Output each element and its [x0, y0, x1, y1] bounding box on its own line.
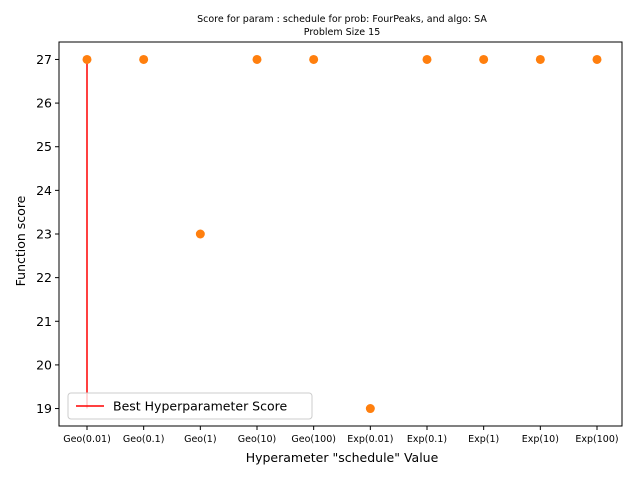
data-point — [479, 54, 489, 64]
x-tick-label: Exp(100) — [575, 434, 618, 445]
x-tick-label: Geo(10) — [238, 434, 277, 445]
legend-best-label: Best Hyperparameter Score — [113, 399, 287, 414]
y-tick-label: 25 — [36, 139, 52, 154]
data-point — [535, 54, 545, 64]
data-point — [422, 54, 432, 64]
x-tick-label: Exp(10) — [522, 434, 559, 445]
data-point — [365, 404, 375, 414]
plot-frame — [58, 41, 623, 427]
y-tick-label: 22 — [36, 270, 52, 285]
data-point — [139, 54, 149, 64]
y-tick-label: 21 — [36, 314, 52, 329]
y-tick-label: 23 — [36, 227, 52, 242]
x-axis: Geo(0.01) Geo(0.1) Geo(1) Geo(10) Geo(100) Ex… — [63, 426, 619, 445]
chart-title: Score for param : schedule for prob: Fou… — [197, 14, 487, 25]
legend: Best Hyperparameter Score — [67, 392, 313, 420]
x-tick-label: Geo(1) — [184, 434, 216, 445]
data-point — [82, 54, 92, 64]
y-tick-label: 19 — [36, 401, 52, 416]
chart-subtitle: Problem Size 15 — [304, 27, 380, 38]
x-tick-label: Geo(100) — [291, 434, 336, 445]
legend-box — [67, 392, 313, 420]
y-tick-label: 27 — [36, 52, 52, 67]
plot-area — [58, 41, 623, 427]
x-tick-label: Geo(0.1) — [123, 434, 165, 445]
data-point — [592, 54, 602, 64]
y-tick-label: 26 — [36, 96, 52, 111]
x-tick-label: Geo(0.01) — [63, 434, 111, 445]
y-axis: 19 20 21 22 23 24 25 26 27 — [36, 52, 59, 416]
x-tick-label: Exp(1) — [468, 434, 499, 445]
data-points — [82, 54, 602, 414]
y-axis-label: Function score — [13, 195, 28, 286]
data-point — [252, 54, 262, 64]
x-axis-label: Hyperameter "schedule" Value — [246, 450, 439, 465]
x-tick-label: Exp(0.01) — [347, 434, 393, 445]
x-tick-label: Exp(0.1) — [407, 434, 447, 445]
data-point — [309, 54, 319, 64]
y-tick-label: 24 — [36, 183, 52, 198]
data-point — [195, 229, 205, 239]
y-tick-label: 20 — [36, 357, 52, 372]
